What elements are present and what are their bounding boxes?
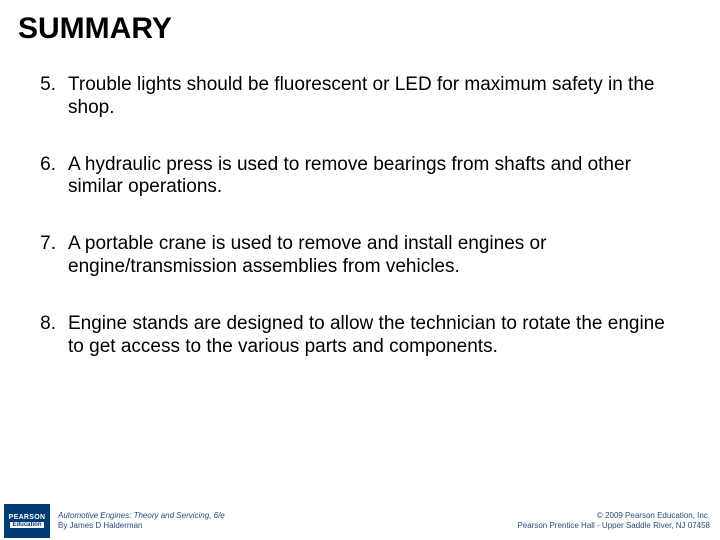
pearson-logo: PEARSON Education [4, 504, 50, 538]
slide-title: SUMMARY [0, 0, 720, 46]
summary-list: 5. Trouble lights should be fluorescent … [0, 46, 720, 358]
item-number: 8. [40, 313, 68, 359]
item-number: 6. [40, 154, 68, 200]
footer: PEARSON Education Automotive Engines: Th… [0, 502, 720, 540]
author: By James D Halderman [58, 521, 225, 531]
book-title: Automotive Engines: Theory and Servicing… [58, 511, 225, 521]
logo-text-bottom: Education [10, 522, 43, 528]
item-text: A hydraulic press is used to remove bear… [68, 154, 680, 200]
item-text: Trouble lights should be fluorescent or … [68, 74, 680, 120]
list-item: 8. Engine stands are designed to allow t… [40, 313, 680, 359]
logo-text-top: PEARSON [9, 514, 46, 521]
publisher-address: Pearson Prentice Hall - Upper Saddle Riv… [517, 521, 710, 531]
list-item: 7. A portable crane is used to remove an… [40, 233, 680, 279]
item-text: Engine stands are designed to allow the … [68, 313, 680, 359]
item-text: A portable crane is used to remove and i… [68, 233, 680, 279]
footer-left: Automotive Engines: Theory and Servicing… [58, 511, 225, 530]
list-item: 6. A hydraulic press is used to remove b… [40, 154, 680, 200]
item-number: 7. [40, 233, 68, 279]
list-item: 5. Trouble lights should be fluorescent … [40, 74, 680, 120]
item-number: 5. [40, 74, 68, 120]
copyright: © 2009 Pearson Education, Inc. [517, 511, 710, 521]
footer-right: © 2009 Pearson Education, Inc. Pearson P… [517, 511, 710, 530]
